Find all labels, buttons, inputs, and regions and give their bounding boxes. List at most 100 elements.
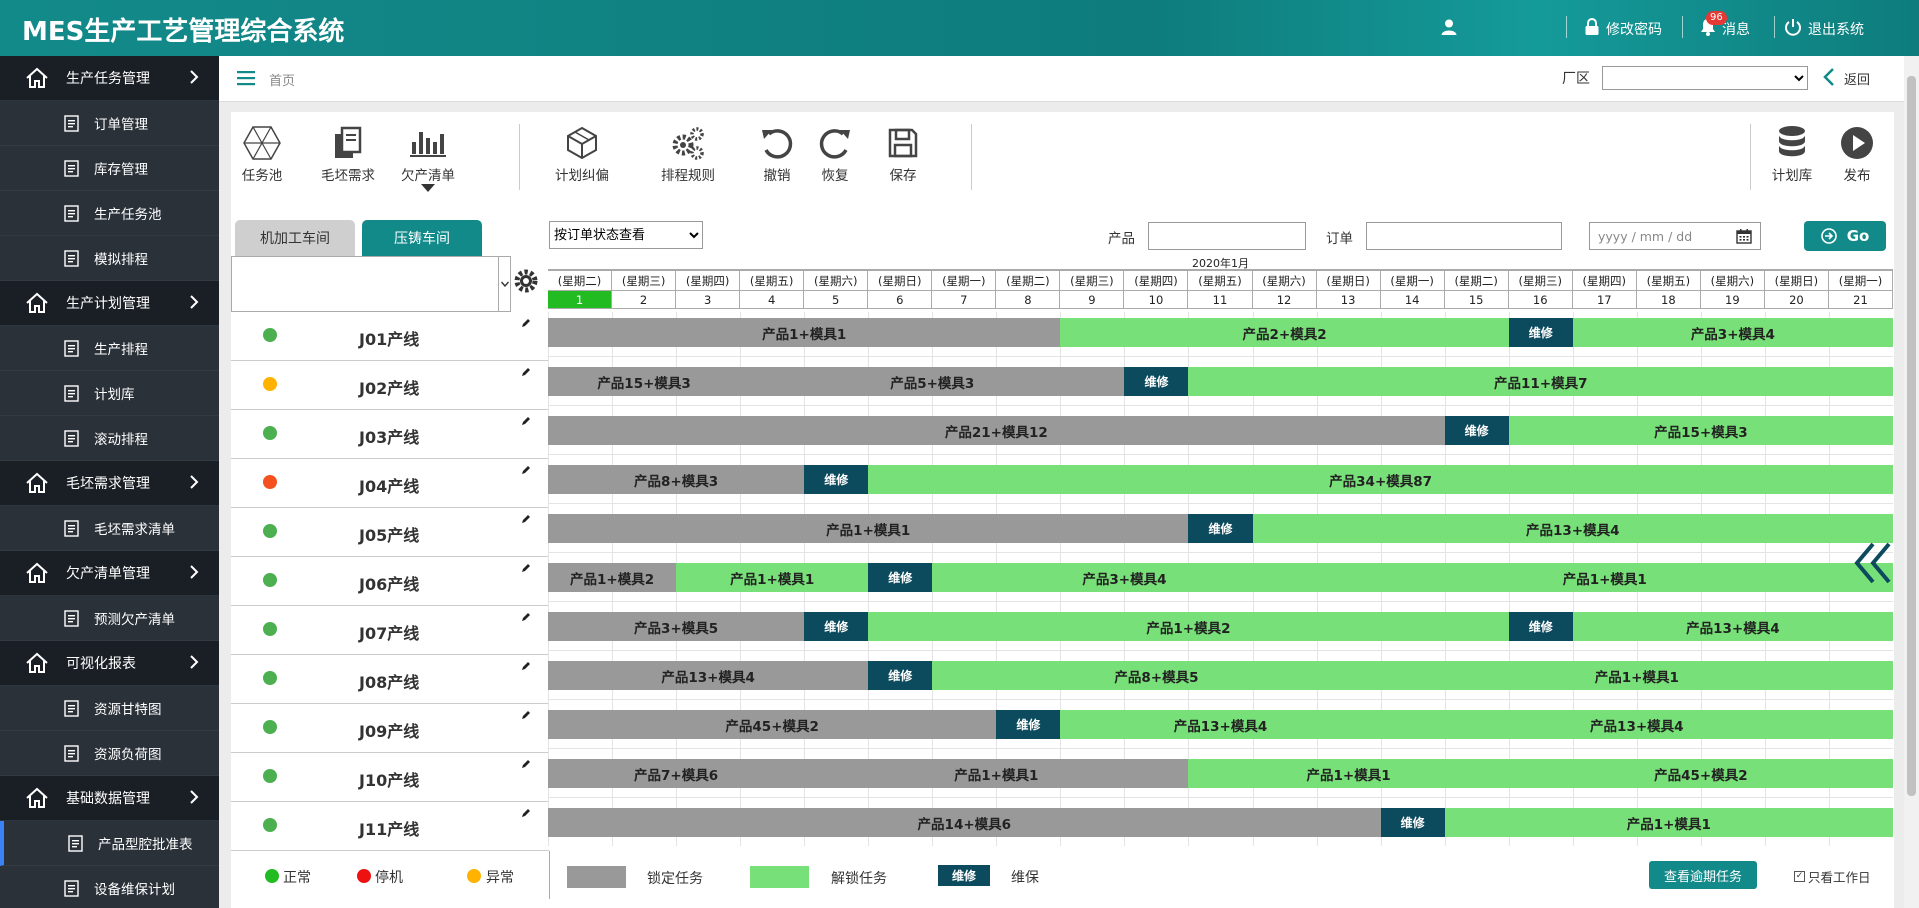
- save-button[interactable]: 保存: [883, 122, 923, 184]
- production-line-row[interactable]: J05产线: [231, 508, 549, 557]
- sidebar-item[interactable]: 模拟排程: [0, 236, 219, 281]
- maintenance-block[interactable]: 维修: [1124, 367, 1189, 396]
- locked-task-bar[interactable]: 产品1+模具1: [548, 318, 1061, 347]
- pencil-icon[interactable]: [521, 465, 531, 478]
- locked-task-bar[interactable]: 产品1+模具1: [548, 514, 1189, 543]
- production-line-row[interactable]: J03产线: [231, 410, 549, 459]
- logout-link[interactable]: 退出系统: [1784, 18, 1864, 40]
- pencil-icon[interactable]: [521, 759, 531, 772]
- sidebar-item[interactable]: 产品型腔批准表: [0, 821, 219, 866]
- unlocked-task-bar[interactable]: 产品1+模具1: [1380, 661, 1893, 690]
- menu-toggle-icon[interactable]: [237, 70, 255, 90]
- day-cell[interactable]: 12: [1252, 291, 1317, 309]
- day-cell[interactable]: 16: [1508, 291, 1573, 309]
- sidebar-group[interactable]: 生产计划管理: [0, 281, 219, 326]
- locked-task-bar[interactable]: 产品45+模具2: [548, 710, 997, 739]
- maintenance-block[interactable]: 维修: [804, 465, 869, 494]
- day-cell[interactable]: 17: [1572, 291, 1637, 309]
- back-link[interactable]: 返回: [1844, 73, 1871, 88]
- day-cell[interactable]: 14: [1380, 291, 1445, 309]
- locked-task-bar[interactable]: 产品21+模具12: [548, 416, 1445, 445]
- task-pool-button[interactable]: 任务池: [241, 122, 283, 184]
- day-cell[interactable]: 6: [868, 291, 933, 309]
- go-button[interactable]: Go: [1804, 221, 1886, 251]
- production-line-row[interactable]: J06产线: [231, 557, 549, 606]
- plan-library-button[interactable]: 计划库: [1767, 122, 1817, 184]
- unlocked-task-bar[interactable]: 产品13+模具4: [1572, 612, 1893, 641]
- production-line-row[interactable]: J09产线: [231, 704, 549, 753]
- day-cell[interactable]: 3: [676, 291, 741, 309]
- unlocked-task-bar[interactable]: 产品3+模具4: [932, 563, 1317, 592]
- schedule-rules-button[interactable]: 排程规则: [655, 122, 721, 184]
- sidebar-group[interactable]: 基础数据管理: [0, 776, 219, 821]
- unlocked-task-bar[interactable]: 产品13+模具4: [1380, 710, 1893, 739]
- order-input[interactable]: [1366, 222, 1562, 250]
- collapse-double-chevron-icon[interactable]: [1853, 540, 1893, 593]
- user-icon[interactable]: [1440, 18, 1458, 36]
- day-cell[interactable]: 18: [1636, 291, 1701, 309]
- production-line-row[interactable]: J10产线: [231, 753, 549, 802]
- unlocked-task-bar[interactable]: 产品45+模具2: [1508, 759, 1893, 788]
- breadcrumb[interactable]: 首页: [269, 74, 296, 89]
- unlocked-task-bar[interactable]: 产品1+模具1: [676, 563, 869, 592]
- pencil-icon[interactable]: [521, 710, 531, 723]
- back-chevron-icon[interactable]: [1823, 67, 1835, 90]
- sidebar-item[interactable]: 订单管理: [0, 101, 219, 146]
- maintenance-block[interactable]: 维修: [868, 563, 933, 592]
- day-cell[interactable]: 13: [1316, 291, 1381, 309]
- publish-button[interactable]: 发布: [1837, 122, 1877, 184]
- locked-task-bar[interactable]: 产品5+模具3: [740, 367, 1125, 396]
- unlocked-task-bar[interactable]: 产品3+模具4: [1572, 318, 1893, 347]
- unlocked-task-bar[interactable]: 产品1+模具2: [868, 612, 1509, 641]
- day-cell[interactable]: 11: [1188, 291, 1253, 309]
- unlocked-task-bar[interactable]: 产品1+模具1: [1444, 808, 1893, 837]
- locked-task-bar[interactable]: 产品1+模具1: [804, 759, 1189, 788]
- production-line-row[interactable]: J04产线: [231, 459, 549, 508]
- scrollbar-thumb[interactable]: [1907, 76, 1916, 796]
- maintenance-block[interactable]: 维修: [804, 612, 869, 641]
- maintenance-block[interactable]: 维修: [1508, 612, 1573, 641]
- date-picker[interactable]: yyyy / mm / dd: [1589, 222, 1761, 250]
- pencil-icon[interactable]: [521, 514, 531, 527]
- maintenance-block[interactable]: 维修: [1380, 808, 1445, 837]
- sidebar-item[interactable]: 毛坯需求清单: [0, 506, 219, 551]
- line-filter-dropdown[interactable]: [499, 256, 511, 312]
- sidebar-item[interactable]: 生产任务池: [0, 191, 219, 236]
- checkbox-icon[interactable]: ✓: [1794, 871, 1805, 882]
- maintenance-block[interactable]: 维修: [1444, 416, 1509, 445]
- production-line-row[interactable]: J02产线: [231, 361, 549, 410]
- sidebar-item[interactable]: 资源甘特图: [0, 686, 219, 731]
- day-cell[interactable]: 4: [740, 291, 805, 309]
- change-password-link[interactable]: 修改密码: [1584, 18, 1662, 40]
- unlocked-task-bar[interactable]: 产品15+模具3: [1508, 416, 1893, 445]
- tab-machining-workshop[interactable]: 机加工车间: [235, 220, 355, 256]
- production-line-row[interactable]: J11产线: [231, 802, 549, 851]
- unlocked-task-bar[interactable]: 产品13+模具4: [1060, 710, 1381, 739]
- shortage-list-button[interactable]: 欠产清单: [395, 122, 461, 192]
- day-cell[interactable]: 15: [1444, 291, 1509, 309]
- sidebar-group[interactable]: 毛坯需求管理: [0, 461, 219, 506]
- redo-button[interactable]: 恢复: [815, 122, 855, 184]
- unlocked-task-bar[interactable]: 产品2+模具2: [1060, 318, 1509, 347]
- maintenance-block[interactable]: 维修: [996, 710, 1061, 739]
- unlocked-task-bar[interactable]: 产品11+模具7: [1188, 367, 1893, 396]
- product-input[interactable]: [1148, 222, 1306, 250]
- sidebar-item[interactable]: 预测欠产清单: [0, 596, 219, 641]
- sidebar-item[interactable]: 设备维保计划: [0, 866, 219, 908]
- day-cell[interactable]: 1: [548, 291, 613, 309]
- vertical-scrollbar[interactable]: [1904, 56, 1919, 908]
- gear-icon[interactable]: [513, 268, 539, 298]
- locked-task-bar[interactable]: 产品3+模具5: [548, 612, 805, 641]
- day-cell[interactable]: 9: [1060, 291, 1125, 309]
- unlocked-task-bar[interactable]: 产品34+模具87: [868, 465, 1893, 494]
- production-line-row[interactable]: J07产线: [231, 606, 549, 655]
- maintenance-block[interactable]: 维修: [1188, 514, 1253, 543]
- pencil-icon[interactable]: [521, 612, 531, 625]
- plan-correction-button[interactable]: 计划纠偏: [549, 122, 615, 184]
- unlocked-task-bar[interactable]: 产品8+模具5: [932, 661, 1381, 690]
- locked-task-bar[interactable]: 产品14+模具6: [548, 808, 1381, 837]
- locked-task-bar[interactable]: 产品1+模具2: [548, 563, 677, 592]
- sidebar-group[interactable]: 生产任务管理: [0, 56, 219, 101]
- day-cell[interactable]: 8: [996, 291, 1061, 309]
- sidebar-item[interactable]: 计划库: [0, 371, 219, 416]
